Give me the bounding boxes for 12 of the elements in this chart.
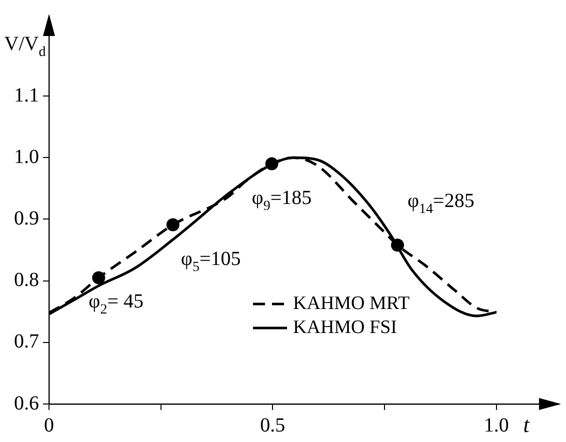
y-tick-label: 1.0 — [14, 146, 39, 168]
y-tick-label: 0.8 — [14, 269, 39, 292]
y-tick-label: 0.6 — [14, 392, 39, 414]
y-tick-label: 0.9 — [14, 207, 39, 230]
x-tick-label: 0 — [44, 414, 54, 436]
x-axis-title: t — [523, 412, 530, 437]
x-tick-label: 1.0 — [484, 414, 509, 436]
y-tick-label: 1.1 — [14, 84, 39, 106]
y-tick-label: 0.7 — [14, 330, 39, 353]
x-tick-label: 0.5 — [260, 414, 286, 436]
legend-label: KAHMO FSI — [293, 316, 397, 338]
legend-label: KAHMO MRT — [293, 292, 410, 314]
